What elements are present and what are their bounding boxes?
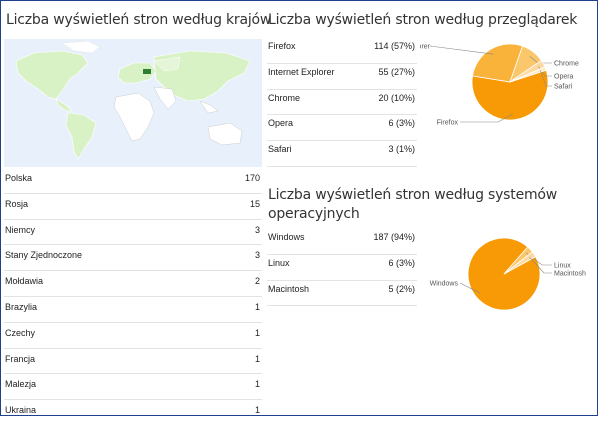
country-row[interactable]: Brazylia 1	[4, 297, 262, 323]
pie-label: Safari	[554, 84, 573, 91]
pie-label: Chrome	[554, 61, 579, 68]
browser-views: 6 (3%)	[388, 118, 415, 129]
country-name: Ukraina	[5, 405, 37, 416]
countries-table: Polska 170 Rosja 15 Niemcy 3 Stany Zjednocz…	[4, 168, 262, 426]
country-views: 1	[254, 405, 260, 416]
country-views: 3	[254, 224, 260, 235]
pie-label: Opera	[554, 74, 574, 81]
world-map-svg	[4, 39, 262, 167]
country-views: 1	[254, 301, 260, 312]
country-row[interactable]: Niemcy 3	[4, 220, 262, 246]
os-name: Linux	[268, 257, 290, 268]
os-row[interactable]: Linux 6 (3%)	[267, 255, 417, 281]
os-table: Windows 187 (94%) Linux 6 (3%) Macintosh 5 …	[267, 229, 417, 307]
country-row[interactable]: Rosja 15	[4, 194, 262, 220]
pie-leader-line	[539, 70, 552, 87]
country-row[interactable]: Mołdawia 2	[4, 271, 262, 297]
country-row[interactable]: Francja 1	[4, 349, 262, 375]
country-name: Stany Zjednoczone	[5, 250, 83, 261]
browser-pie-chart[interactable]: Firefox Internet Explorer Chrome Opera Safar…	[420, 38, 590, 138]
country-row[interactable]: Stany Zjednoczone 3	[4, 245, 262, 272]
countries-heading: Liczba wyświetleń stron według krajów	[6, 12, 272, 28]
pie-label: Firefox	[437, 120, 459, 127]
country-views: 1	[254, 379, 260, 390]
pie-slice-macintosh[interactable]	[503, 251, 537, 275]
os-views: 187 (94%)	[373, 232, 415, 242]
os-heading-line2: operacyjnych	[268, 206, 360, 222]
os-name: Windows	[268, 232, 305, 242]
pie-slice-internet-explorer[interactable]	[472, 43, 524, 83]
browser-name: Opera	[268, 118, 294, 129]
country-name: Czechy	[5, 327, 36, 338]
browser-row[interactable]: Firefox 114 (57%)	[267, 38, 417, 64]
country-name: Mołdawia	[5, 276, 44, 287]
browser-views: 114 (57%)	[374, 41, 415, 51]
browser-row[interactable]: Chrome 20 (10%)	[267, 90, 417, 116]
country-name: Brazylia	[5, 301, 38, 312]
pie-leader-line	[429, 45, 494, 55]
browser-name: Firefox	[268, 41, 296, 51]
country-row[interactable]: Polska 170	[4, 168, 262, 194]
country-views: 2	[254, 276, 260, 287]
country-row[interactable]: Czechy 1	[4, 323, 262, 349]
country-row[interactable]: Ukraina 1	[4, 400, 262, 426]
country-views: 3	[254, 250, 260, 261]
os-heading-line1: Liczba wyświetleń stron według systemów	[268, 187, 558, 203]
poland-highlight	[143, 69, 151, 74]
browser-views: 3 (1%)	[388, 144, 415, 155]
browsers-table: Firefox 114 (57%) Internet Explorer 55 (27…	[267, 38, 417, 167]
browser-views: 55 (27%)	[378, 66, 415, 77]
os-row[interactable]: Windows 187 (94%)	[267, 229, 417, 255]
country-name: Polska	[5, 173, 33, 183]
pie-label: Linux	[554, 263, 571, 270]
browser-row[interactable]: Safari 3 (1%)	[267, 141, 417, 167]
browser-name: Safari	[268, 144, 292, 155]
os-views: 5 (2%)	[388, 283, 415, 294]
browser-name: Chrome	[268, 92, 301, 103]
browsers-heading: Liczba wyświetleń stron według przegląda…	[268, 12, 578, 28]
country-name: Francja	[5, 353, 36, 364]
country-views: 1	[254, 353, 260, 364]
os-row[interactable]: Macintosh 5 (2%)	[267, 281, 417, 307]
browser-row[interactable]: Opera 6 (3%)	[267, 115, 417, 142]
country-views: 1	[254, 327, 260, 338]
world-map[interactable]	[4, 39, 262, 167]
country-name: Rosja	[5, 198, 29, 209]
country-views: 170	[244, 173, 260, 183]
browser-row[interactable]: Internet Explorer 55 (27%)	[267, 64, 417, 90]
browser-views: 20 (10%)	[378, 92, 415, 103]
os-views: 6 (3%)	[388, 257, 415, 268]
country-name: Malezja	[5, 379, 37, 390]
country-views: 15	[249, 198, 260, 209]
pie-slice-safari[interactable]	[509, 66, 547, 83]
pie-leader-line	[460, 113, 513, 123]
pie-leader-line	[459, 282, 481, 294]
browser-name: Internet Explorer	[268, 66, 335, 77]
country-name: Niemcy	[5, 224, 36, 235]
pie-label: Macintosh	[554, 271, 586, 278]
pie-label: Internet Explorer	[420, 44, 431, 51]
country-row[interactable]: Malezja 1	[4, 374, 262, 401]
pie-label: Windows	[430, 281, 459, 288]
pie-leader-line	[529, 256, 552, 274]
os-name: Macintosh	[268, 283, 310, 294]
